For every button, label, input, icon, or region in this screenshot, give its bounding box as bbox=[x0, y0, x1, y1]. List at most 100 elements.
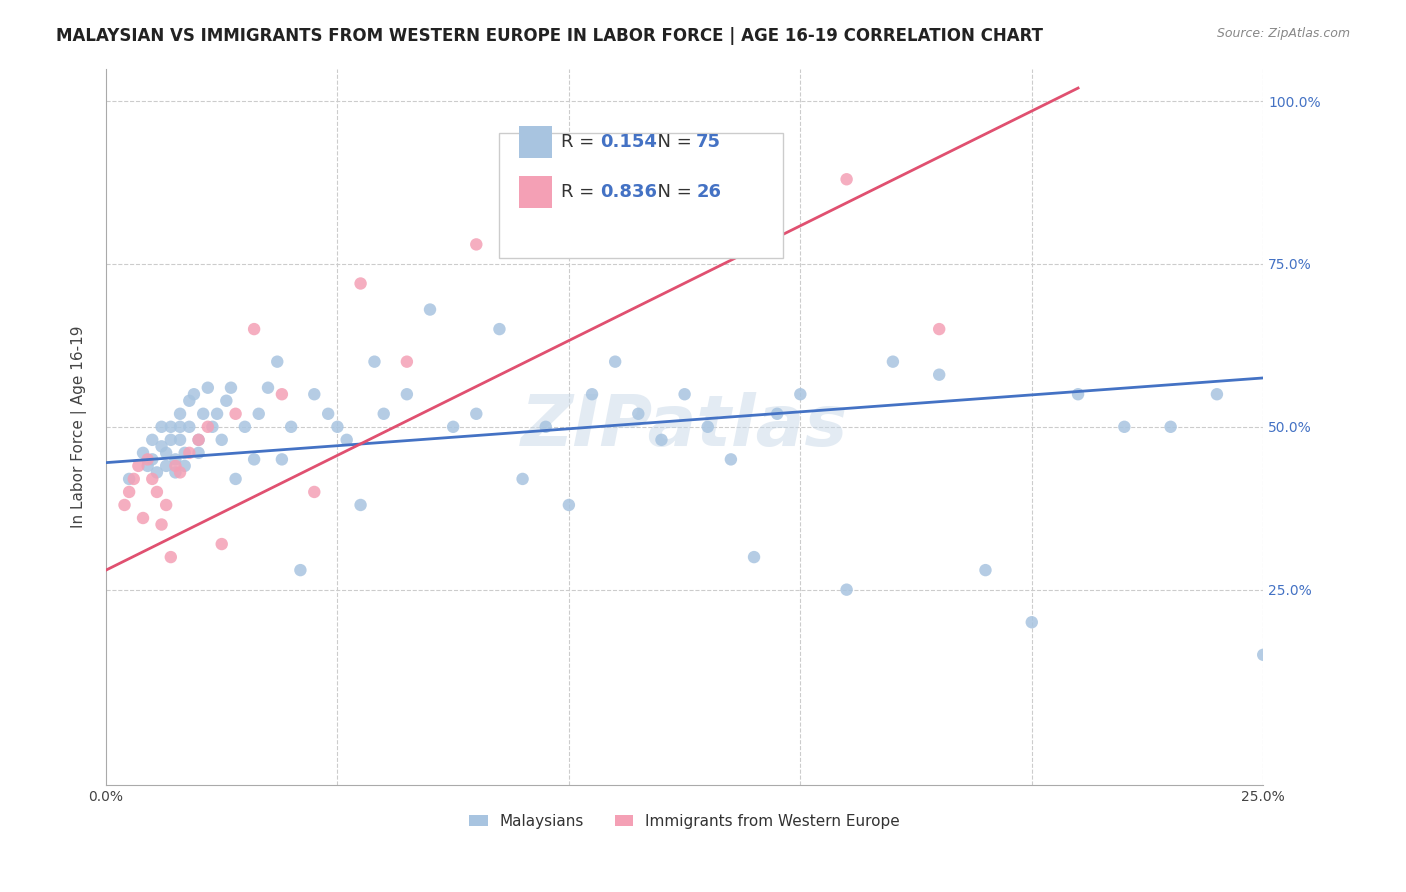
Point bbox=[1067, 387, 1090, 401]
Point bbox=[257, 381, 280, 395]
Point bbox=[349, 277, 371, 291]
Point bbox=[205, 407, 228, 421]
Text: 75: 75 bbox=[696, 133, 721, 151]
Text: Source: ZipAtlas.com: Source: ZipAtlas.com bbox=[1216, 27, 1350, 40]
Point bbox=[835, 172, 858, 186]
Point bbox=[349, 498, 371, 512]
Point bbox=[211, 537, 233, 551]
Point bbox=[534, 419, 557, 434]
Point bbox=[766, 407, 789, 421]
Y-axis label: In Labor Force | Age 16-19: In Labor Force | Age 16-19 bbox=[72, 326, 87, 528]
Point bbox=[183, 387, 205, 401]
Point bbox=[118, 472, 141, 486]
Point bbox=[696, 419, 718, 434]
Point bbox=[835, 582, 858, 597]
Point bbox=[150, 439, 173, 453]
Point bbox=[197, 419, 219, 434]
Point bbox=[581, 387, 603, 401]
Point bbox=[141, 452, 163, 467]
Point bbox=[155, 446, 177, 460]
FancyBboxPatch shape bbox=[499, 133, 783, 259]
Point bbox=[132, 511, 155, 525]
Point bbox=[1021, 615, 1043, 630]
Point bbox=[193, 407, 215, 421]
Point bbox=[173, 458, 195, 473]
Text: 26: 26 bbox=[696, 183, 721, 201]
Text: R =: R = bbox=[561, 183, 600, 201]
Point bbox=[165, 466, 187, 480]
Point bbox=[316, 407, 339, 421]
Point bbox=[215, 393, 238, 408]
Point bbox=[165, 458, 187, 473]
Point bbox=[211, 433, 233, 447]
Point bbox=[201, 419, 224, 434]
Point bbox=[155, 458, 177, 473]
Point bbox=[928, 322, 950, 336]
Point bbox=[928, 368, 950, 382]
Point bbox=[165, 452, 187, 467]
Point bbox=[290, 563, 312, 577]
Text: N =: N = bbox=[647, 133, 697, 151]
Point bbox=[373, 407, 395, 421]
Point bbox=[363, 354, 385, 368]
Point bbox=[419, 302, 441, 317]
Point bbox=[465, 407, 488, 421]
Point bbox=[395, 387, 418, 401]
Point bbox=[1160, 419, 1182, 434]
Point bbox=[882, 354, 904, 368]
Text: R =: R = bbox=[561, 133, 600, 151]
Point bbox=[169, 407, 191, 421]
Point bbox=[1206, 387, 1229, 401]
Point bbox=[146, 485, 169, 500]
Point bbox=[395, 354, 418, 368]
Point bbox=[179, 393, 201, 408]
Point bbox=[118, 485, 141, 500]
Point bbox=[225, 472, 247, 486]
Point bbox=[173, 446, 195, 460]
Point bbox=[159, 419, 181, 434]
Point bbox=[187, 433, 209, 447]
Point bbox=[974, 563, 997, 577]
Point bbox=[187, 446, 209, 460]
Point bbox=[159, 433, 181, 447]
Point bbox=[1114, 419, 1136, 434]
Point bbox=[720, 452, 742, 467]
Point bbox=[169, 466, 191, 480]
Point bbox=[150, 419, 173, 434]
Point bbox=[304, 485, 326, 500]
Point bbox=[243, 452, 266, 467]
Point bbox=[465, 237, 488, 252]
Point bbox=[141, 433, 163, 447]
Point bbox=[219, 381, 242, 395]
Point bbox=[146, 466, 169, 480]
Point bbox=[488, 322, 510, 336]
Point bbox=[114, 498, 136, 512]
Point bbox=[150, 517, 173, 532]
Point bbox=[187, 433, 209, 447]
Point bbox=[136, 452, 159, 467]
Text: ZIPatlas: ZIPatlas bbox=[520, 392, 848, 461]
FancyBboxPatch shape bbox=[519, 176, 551, 208]
FancyBboxPatch shape bbox=[519, 126, 551, 158]
Point bbox=[127, 458, 149, 473]
Point bbox=[1251, 648, 1274, 662]
Point bbox=[243, 322, 266, 336]
Point bbox=[132, 446, 155, 460]
Point bbox=[789, 387, 811, 401]
Point bbox=[742, 550, 765, 565]
Point bbox=[270, 387, 292, 401]
Text: N =: N = bbox=[647, 183, 697, 201]
Point bbox=[179, 419, 201, 434]
Point bbox=[159, 550, 181, 565]
Point bbox=[169, 433, 191, 447]
Point bbox=[280, 419, 302, 434]
Point bbox=[233, 419, 256, 434]
Point bbox=[512, 472, 534, 486]
Legend: Malaysians, Immigrants from Western Europe: Malaysians, Immigrants from Western Euro… bbox=[463, 807, 905, 835]
Point bbox=[225, 407, 247, 421]
Point bbox=[197, 381, 219, 395]
Point bbox=[122, 472, 145, 486]
Point bbox=[141, 472, 163, 486]
Point bbox=[336, 433, 359, 447]
Point bbox=[179, 446, 201, 460]
